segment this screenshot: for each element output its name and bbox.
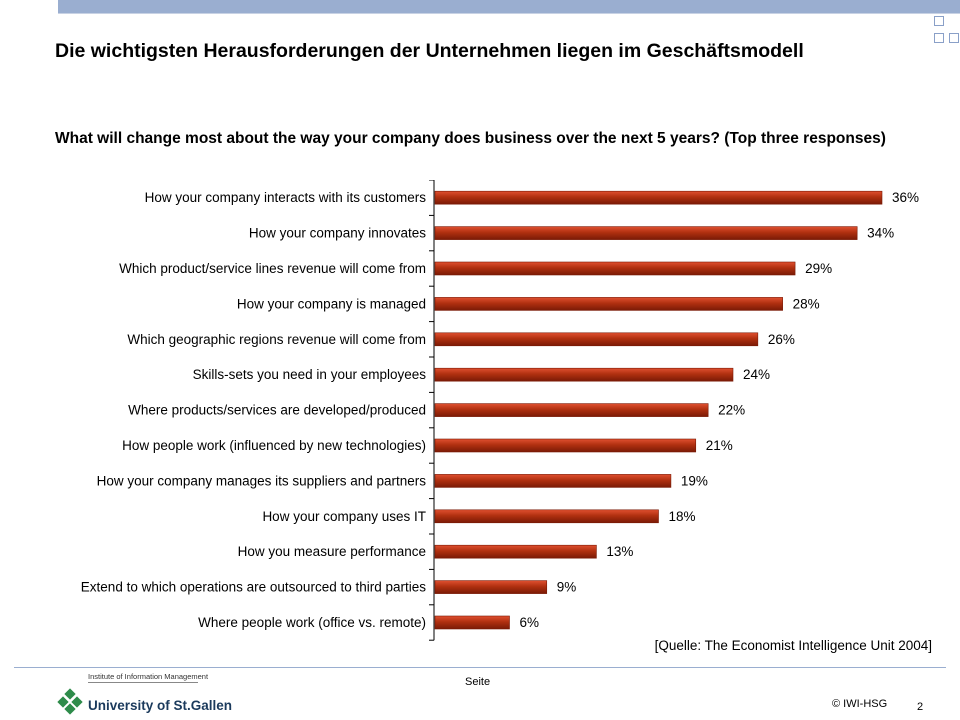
value-label: 26% — [768, 332, 795, 347]
value-label: 36% — [892, 190, 919, 205]
page-label: Seite — [465, 676, 491, 688]
bar — [434, 509, 659, 524]
value-label: 28% — [793, 296, 820, 311]
copyright-text: © IWI-HSG — [832, 698, 888, 710]
category-label: Which geographic regions revenue will co… — [127, 332, 426, 347]
bar — [434, 403, 709, 417]
slide-title: Die wichtigsten Herausforderungen der Un… — [55, 40, 804, 62]
corner-square — [934, 16, 944, 26]
bar — [434, 190, 883, 205]
category-label: How people work (influenced by new techn… — [122, 438, 426, 453]
value-label: 24% — [743, 367, 770, 382]
bar — [434, 367, 734, 382]
value-label: 13% — [606, 544, 633, 559]
category-label: Skills-sets you need in your employees — [193, 367, 427, 382]
source-note: [Quelle: The Economist Intelligence Unit… — [654, 638, 932, 653]
survey-question: What will change most about the way your… — [55, 130, 886, 147]
category-label: How you measure performance — [238, 544, 426, 559]
bar — [434, 261, 796, 276]
bar — [434, 580, 548, 594]
bar — [434, 474, 672, 488]
category-label: Which product/service lines revenue will… — [119, 261, 426, 276]
hsg-emblem-icon — [57, 688, 83, 715]
page-number: 2 — [917, 701, 924, 713]
category-label: Where people work (office vs. remote) — [198, 615, 426, 630]
bar — [434, 297, 783, 311]
value-label: 19% — [681, 473, 708, 488]
value-label: 18% — [669, 509, 696, 524]
logo-name: University of St.Gallen — [88, 698, 233, 713]
footer-divider — [14, 667, 946, 668]
value-label: 21% — [706, 438, 733, 453]
value-label: 29% — [805, 261, 832, 276]
bar-chart: How your company interacts with its cust… — [81, 180, 919, 641]
bar — [434, 615, 510, 630]
value-label: 34% — [867, 226, 894, 241]
category-label: Where products/services are developed/pr… — [128, 403, 426, 418]
corner-square — [949, 33, 959, 43]
category-label: How your company is managed — [237, 296, 426, 311]
value-label: 9% — [557, 580, 577, 595]
bar — [434, 544, 597, 559]
logo-subtitle: Institute of Information Management — [88, 672, 209, 681]
bar — [434, 438, 697, 453]
logo-subtitle-rule — [88, 682, 198, 683]
category-label: How your company innovates — [249, 226, 426, 241]
category-label: How your company interacts with its cust… — [145, 190, 427, 205]
category-label: How your company uses IT — [262, 509, 426, 524]
category-label: Extend to which operations are outsource… — [81, 580, 426, 595]
corner-square — [934, 33, 944, 43]
top-accent-line — [58, 13, 960, 14]
category-label: How your company manages its suppliers a… — [97, 473, 427, 488]
bar — [434, 226, 858, 240]
bar — [434, 332, 759, 347]
university-logo: Institute of Information Management Univ… — [56, 672, 232, 718]
value-label: 6% — [520, 615, 540, 630]
top-accent-bar — [58, 0, 960, 13]
value-label: 22% — [718, 403, 745, 418]
